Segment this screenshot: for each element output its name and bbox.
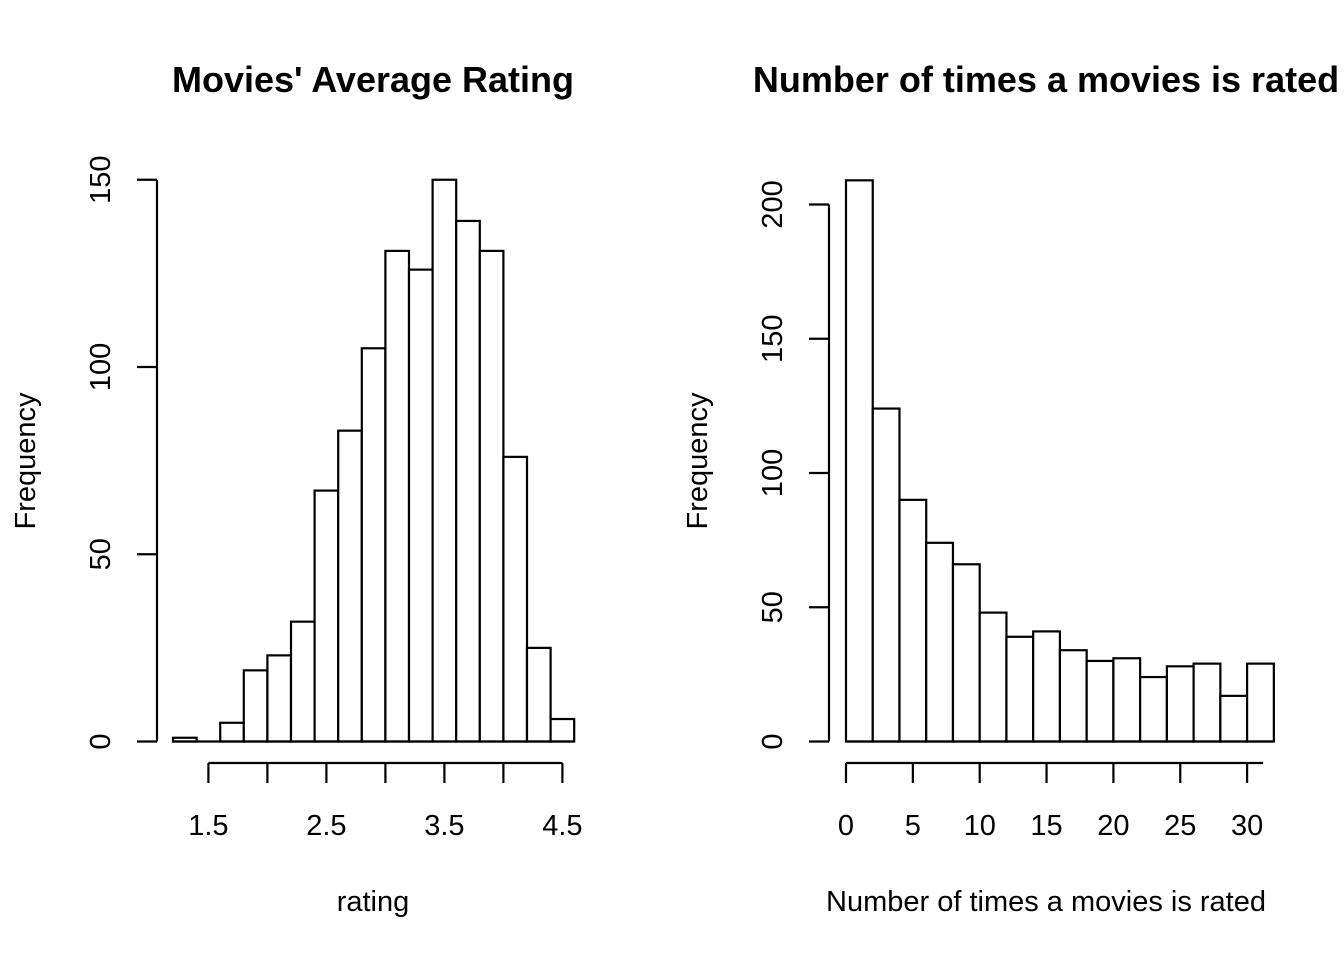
x-axis: 0 5 10 15 20 25 30: [838, 761, 1263, 842]
x-tick-label: 3.5: [424, 810, 464, 842]
bars: [171, 178, 576, 743]
x-axis: 1.5 2.5 3.5 4.5: [188, 761, 583, 842]
x-tick-label: 30: [1231, 810, 1263, 842]
histogram-bar: [1058, 649, 1088, 743]
y-axis: 0 50 100 150 200: [757, 180, 831, 750]
x-tick-label: 20: [1097, 810, 1129, 842]
histogram-bar: [266, 654, 293, 743]
chart-title: Movies' Average Rating: [172, 59, 574, 100]
histogram-bar: [525, 646, 552, 743]
y-tick-label: 150: [757, 315, 789, 363]
histogram-bar: [478, 249, 505, 743]
histogram-bar: [384, 249, 411, 743]
histogram-bar: [978, 611, 1008, 743]
histogram-bar: [431, 178, 458, 743]
x-axis-label: rating: [337, 886, 410, 918]
histogram-bar: [337, 429, 363, 743]
y-tick-label: 100: [85, 343, 117, 391]
histogram-bar: [289, 620, 316, 743]
x-tick-label: 25: [1164, 810, 1196, 842]
histogram-bar: [871, 407, 901, 743]
y-axis: 0 50 100 150: [85, 156, 159, 750]
histogram-bar: [1112, 657, 1142, 743]
histogram-bar: [1005, 635, 1035, 743]
x-tick-label: 10: [964, 810, 996, 842]
y-axis-label: Frequency: [10, 392, 42, 530]
histogram-panel-times-rated: Number of times a movies is rated Number…: [682, 59, 1339, 918]
histogram-bar: [313, 489, 340, 743]
histogram-bar: [242, 669, 269, 743]
histogram-bar: [1245, 662, 1275, 743]
y-axis-label: Frequency: [682, 392, 714, 530]
y-tick-label: 0: [85, 733, 117, 749]
histogram-bar: [219, 721, 245, 743]
y-tick-label: 0: [757, 733, 789, 749]
histogram-bar: [1032, 630, 1062, 743]
chart-title: Number of times a movies is rated: [753, 59, 1339, 100]
histogram-bar: [1219, 694, 1249, 743]
histogram-bar: [951, 563, 981, 743]
bars: [844, 179, 1275, 743]
histogram-bar: [360, 347, 387, 743]
histogram-bar: [1165, 665, 1195, 743]
histogram-bar: [407, 268, 434, 743]
histogram-bar: [1192, 662, 1222, 743]
x-tick-label: 15: [1030, 810, 1062, 842]
histogram-bar: [549, 717, 576, 743]
x-tick-label: 2.5: [306, 810, 346, 842]
histogram-bar: [1139, 675, 1168, 743]
histogram-bar: [455, 219, 481, 743]
y-tick-label: 50: [85, 538, 117, 570]
histogram-bar: [502, 455, 529, 743]
y-tick-label: 150: [85, 156, 117, 204]
x-axis-label: Number of times a movies is rated: [826, 886, 1266, 918]
x-tick-label: 5: [905, 810, 921, 842]
histogram-bar: [925, 541, 955, 743]
histogram-bar: [844, 179, 874, 743]
y-tick-label: 200: [757, 180, 789, 228]
histogram-panel-rating: Movies' Average Rating rating Frequency …: [10, 59, 583, 918]
y-tick-label: 50: [757, 591, 789, 623]
histogram-bar: [898, 498, 928, 743]
histogram-bar: [1085, 659, 1115, 743]
x-tick-label: 0: [838, 810, 854, 842]
x-tick-label: 1.5: [188, 810, 228, 842]
x-tick-label: 4.5: [542, 810, 582, 842]
y-tick-label: 100: [757, 449, 789, 497]
